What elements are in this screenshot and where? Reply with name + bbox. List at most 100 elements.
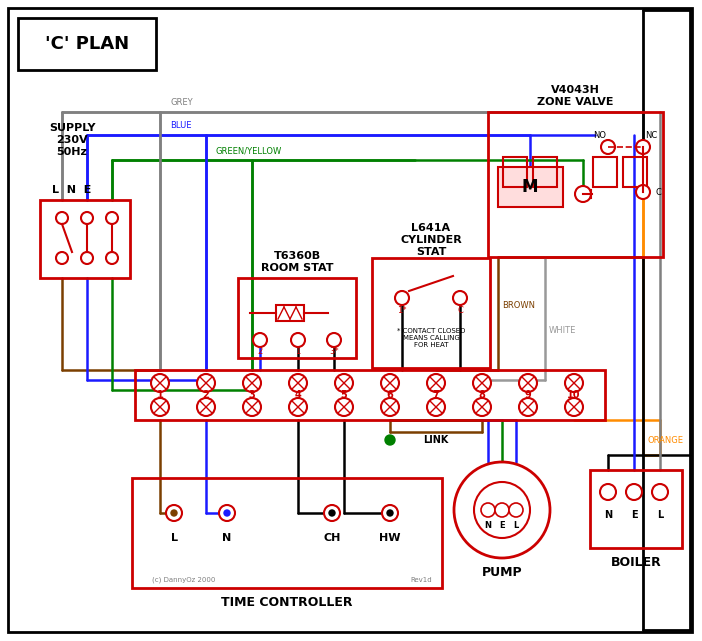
Circle shape (329, 510, 335, 516)
Text: BLUE: BLUE (170, 121, 192, 130)
Bar (18, 18, 156, 70)
Circle shape (652, 484, 668, 500)
Circle shape (289, 374, 307, 392)
Text: 1: 1 (296, 347, 300, 356)
Text: PUMP: PUMP (482, 565, 522, 578)
Circle shape (166, 505, 182, 521)
Circle shape (327, 333, 341, 347)
Text: TIME CONTROLLER: TIME CONTROLLER (221, 595, 352, 608)
Text: 2: 2 (203, 390, 209, 400)
Text: T6360B: T6360B (274, 251, 321, 261)
Text: NO: NO (593, 131, 607, 140)
Bar (40, 200, 130, 278)
Circle shape (565, 398, 583, 416)
Text: 5: 5 (340, 390, 347, 400)
Circle shape (382, 505, 398, 521)
Text: 3*: 3* (329, 347, 339, 356)
Circle shape (171, 510, 177, 516)
Circle shape (473, 374, 491, 392)
Text: ZONE VALVE: ZONE VALVE (537, 97, 614, 107)
Circle shape (106, 212, 118, 224)
Text: L: L (657, 510, 663, 520)
Circle shape (427, 398, 445, 416)
Circle shape (509, 503, 523, 517)
Bar (533, 157, 557, 187)
Bar (276, 305, 304, 321)
Bar (135, 370, 605, 420)
Text: L: L (171, 533, 178, 543)
Bar (372, 258, 490, 368)
Bar (503, 157, 527, 187)
Text: E: E (630, 510, 637, 520)
Text: V4043H: V4043H (550, 85, 600, 95)
Text: (c) DannyOz 2000: (c) DannyOz 2000 (152, 577, 216, 583)
Circle shape (519, 374, 537, 392)
Text: WHITE: WHITE (549, 326, 576, 335)
Circle shape (381, 398, 399, 416)
Text: GREEN/YELLOW: GREEN/YELLOW (215, 146, 282, 155)
Circle shape (381, 374, 399, 392)
Text: 1*: 1* (397, 306, 406, 315)
Text: BOILER: BOILER (611, 556, 661, 569)
Circle shape (575, 186, 591, 202)
Circle shape (385, 435, 395, 445)
Circle shape (224, 510, 230, 516)
Circle shape (151, 374, 169, 392)
Text: ROOM STAT: ROOM STAT (260, 263, 333, 273)
Text: 7: 7 (432, 390, 439, 400)
Text: 9: 9 (524, 390, 531, 400)
Bar (132, 478, 442, 588)
Circle shape (454, 462, 550, 558)
Text: 3: 3 (249, 390, 256, 400)
Text: LINK: LINK (423, 435, 449, 445)
Text: 8: 8 (479, 390, 486, 400)
Text: HW: HW (379, 533, 401, 543)
Circle shape (565, 374, 583, 392)
Circle shape (324, 505, 340, 521)
Circle shape (81, 212, 93, 224)
Circle shape (106, 252, 118, 264)
Text: 'C' PLAN: 'C' PLAN (45, 35, 129, 53)
Circle shape (243, 398, 261, 416)
Circle shape (427, 374, 445, 392)
Text: GREY: GREY (170, 98, 192, 107)
Circle shape (56, 252, 68, 264)
Circle shape (56, 212, 68, 224)
Bar (488, 112, 663, 257)
Circle shape (289, 398, 307, 416)
Text: L641A: L641A (411, 223, 451, 233)
Text: CYLINDER: CYLINDER (400, 235, 462, 245)
Text: E: E (499, 522, 505, 531)
Text: C: C (457, 306, 463, 315)
Text: BROWN: BROWN (502, 301, 535, 310)
Circle shape (519, 398, 537, 416)
Circle shape (197, 374, 215, 392)
Circle shape (291, 333, 305, 347)
Text: M: M (522, 178, 538, 196)
Bar (498, 167, 563, 207)
Circle shape (81, 252, 93, 264)
Circle shape (636, 140, 650, 154)
Text: 1: 1 (157, 390, 164, 400)
Circle shape (151, 398, 169, 416)
Text: 6: 6 (387, 390, 393, 400)
Circle shape (600, 484, 616, 500)
Circle shape (636, 185, 650, 199)
Text: N: N (484, 522, 491, 531)
Text: 2: 2 (258, 347, 263, 356)
Text: STAT: STAT (416, 247, 446, 257)
Text: 4: 4 (295, 390, 301, 400)
Text: ORANGE: ORANGE (648, 435, 684, 444)
Text: L  N  E: L N E (53, 185, 92, 195)
Circle shape (253, 333, 267, 347)
Circle shape (495, 503, 509, 517)
Text: N: N (223, 533, 232, 543)
Text: L: L (513, 522, 519, 531)
Bar (590, 470, 682, 548)
Text: N: N (604, 510, 612, 520)
Circle shape (473, 398, 491, 416)
Circle shape (601, 140, 615, 154)
Circle shape (626, 484, 642, 500)
Text: NC: NC (645, 131, 657, 140)
Text: Rev1d: Rev1d (411, 577, 432, 583)
